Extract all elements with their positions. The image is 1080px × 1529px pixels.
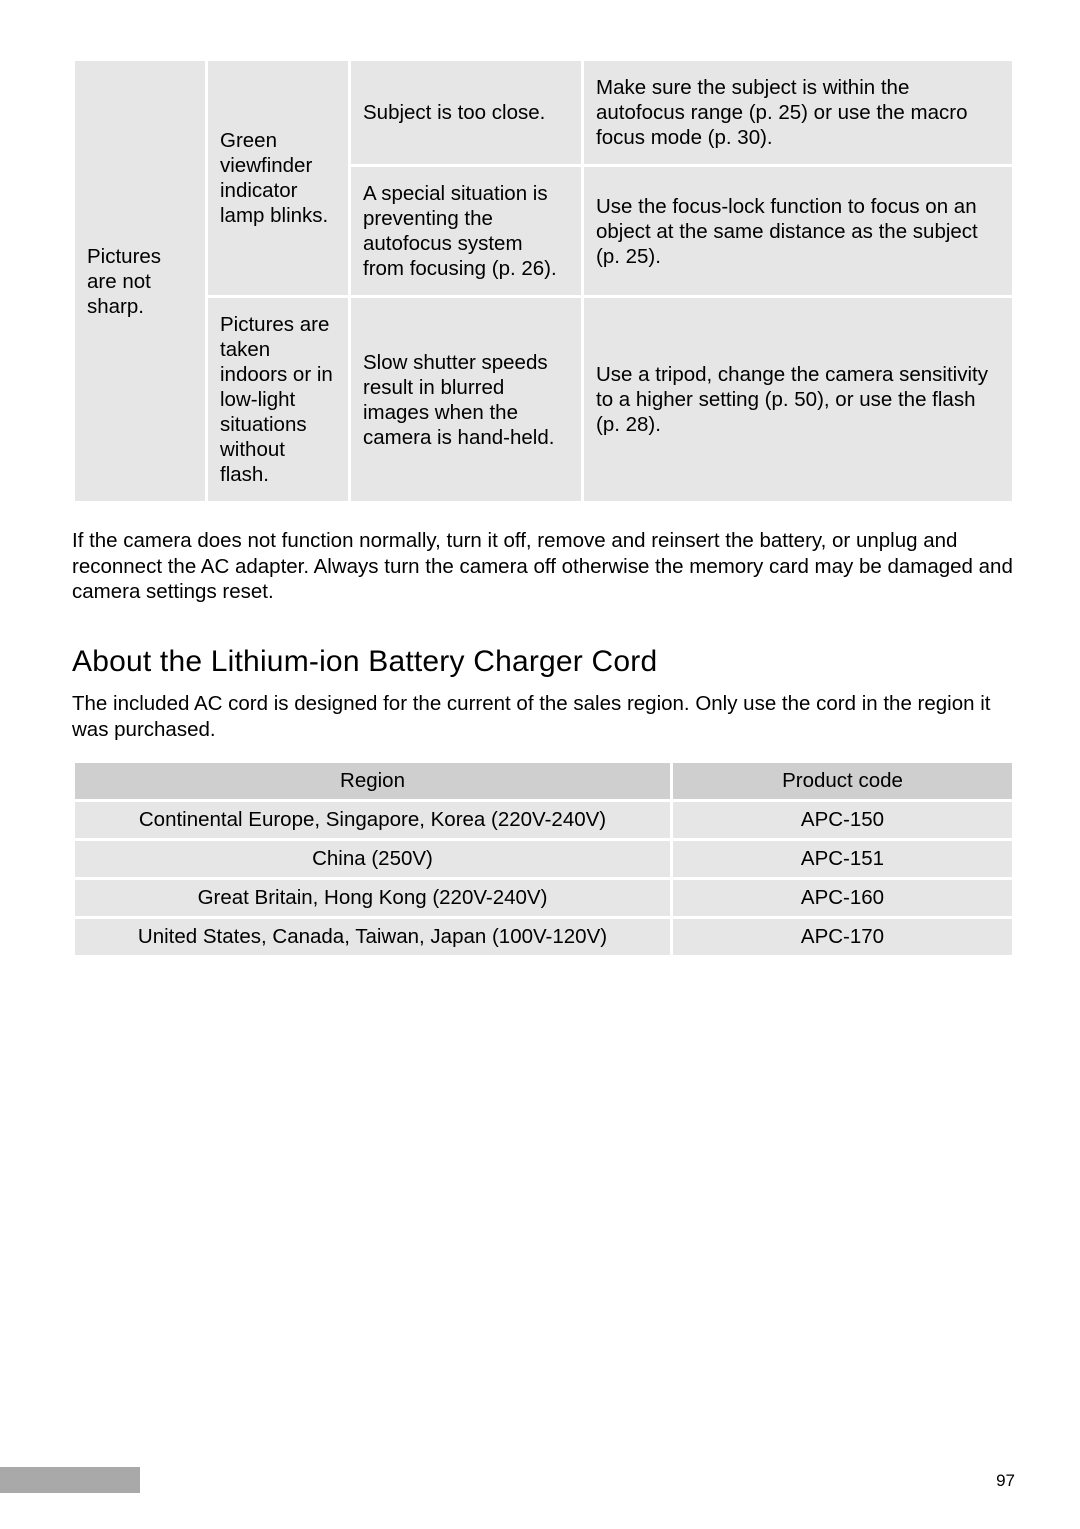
cord-paragraph: The included AC cord is designed for the… <box>72 691 1015 742</box>
code-cell: APC-151 <box>673 841 1012 877</box>
table-row: Pictures are not sharp. Green viewfinder… <box>75 61 1012 164</box>
condition-cell: Green viewfinder indicator lamp blinks. <box>208 61 348 295</box>
cause-cell: Slow shutter speeds result in blurred im… <box>351 298 581 501</box>
code-cell: APC-170 <box>673 919 1012 955</box>
cord-table: Region Product code Continental Europe, … <box>72 760 1015 958</box>
table-row: Great Britain, Hong Kong (220V-240V) APC… <box>75 880 1012 916</box>
condition-cell: Pictures are taken indoors or in low-lig… <box>208 298 348 501</box>
note-paragraph: If the camera does not function normally… <box>72 528 1015 605</box>
code-cell: APC-150 <box>673 802 1012 838</box>
solution-cell: Make sure the subject is within the auto… <box>584 61 1012 164</box>
table-header-row: Region Product code <box>75 763 1012 799</box>
table-row: Continental Europe, Singapore, Korea (22… <box>75 802 1012 838</box>
table-row: Pictures are taken indoors or in low-lig… <box>75 298 1012 501</box>
manual-page: Pictures are not sharp. Green viewfinder… <box>0 0 1080 1529</box>
footer-gray-block <box>0 1467 140 1493</box>
region-header: Region <box>75 763 670 799</box>
table-row: United States, Canada, Taiwan, Japan (10… <box>75 919 1012 955</box>
cause-cell: A special situation is preventing the au… <box>351 167 581 295</box>
region-cell: Great Britain, Hong Kong (220V-240V) <box>75 880 670 916</box>
solution-cell: Use the focus-lock function to focus on … <box>584 167 1012 295</box>
solution-cell: Use a tripod, change the camera sensitiv… <box>584 298 1012 501</box>
problem-cell: Pictures are not sharp. <box>75 61 205 501</box>
code-header: Product code <box>673 763 1012 799</box>
footer: 97 <box>0 1467 1015 1493</box>
page-number: 97 <box>996 1471 1015 1491</box>
troubleshoot-table: Pictures are not sharp. Green viewfinder… <box>72 58 1015 504</box>
section-heading: About the Lithium-ion Battery Charger Co… <box>72 645 1015 679</box>
region-cell: China (250V) <box>75 841 670 877</box>
region-cell: United States, Canada, Taiwan, Japan (10… <box>75 919 670 955</box>
table-row: China (250V) APC-151 <box>75 841 1012 877</box>
code-cell: APC-160 <box>673 880 1012 916</box>
region-cell: Continental Europe, Singapore, Korea (22… <box>75 802 670 838</box>
cause-cell: Subject is too close. <box>351 61 581 164</box>
